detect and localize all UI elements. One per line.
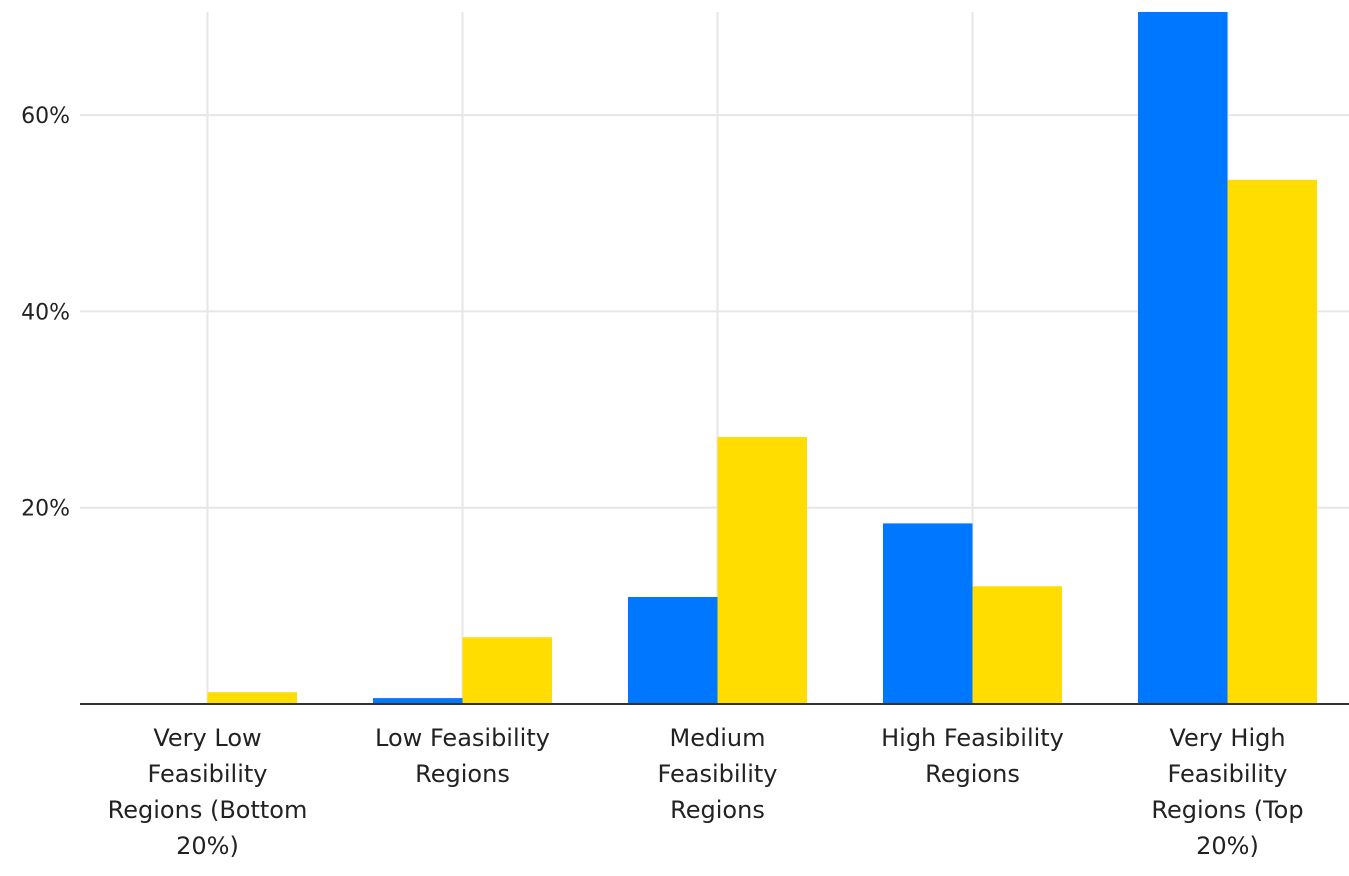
category-label-line: 20%) bbox=[1196, 832, 1259, 860]
category-label: Medium Feasibility Regions bbox=[658, 724, 778, 824]
bar-series-2 bbox=[972, 586, 1062, 704]
bar-series-2 bbox=[207, 692, 297, 704]
category-label-line: Low Feasibility bbox=[375, 724, 550, 752]
y-tick-labels: 20% 40% 60% bbox=[21, 104, 70, 522]
category-label-line: Very Low bbox=[153, 724, 261, 752]
category-label: Very Low Feasibility Regions (Bottom 20%) bbox=[108, 724, 308, 860]
category-label-line: Medium bbox=[670, 724, 766, 752]
category-label-line: Regions bbox=[415, 760, 510, 788]
bar-series-2 bbox=[1227, 179, 1317, 704]
bar-series-2 bbox=[462, 637, 552, 704]
category-label-line: Feasibility bbox=[148, 760, 268, 788]
bar-series-2 bbox=[717, 437, 807, 704]
y-tick-label: 40% bbox=[21, 300, 70, 325]
bar-series-1 bbox=[628, 597, 718, 704]
category-labels: Very Low Feasibility Regions (Bottom 20%) Lo… bbox=[108, 724, 1304, 860]
category-label-line: Regions bbox=[670, 796, 765, 824]
category-label-line: Regions (Top bbox=[1151, 796, 1303, 824]
category-label-line: High Feasibility bbox=[881, 724, 1064, 752]
category-label-line: Very High bbox=[1169, 724, 1285, 752]
bar-series-1 bbox=[883, 523, 973, 704]
y-tick-label: 60% bbox=[21, 104, 70, 129]
bars bbox=[207, 12, 1317, 704]
category-label-line: Regions bbox=[925, 760, 1020, 788]
bar-series-1 bbox=[1138, 12, 1228, 704]
category-label: Very High Feasibility Regions (Top 20%) bbox=[1151, 724, 1303, 860]
category-label-line: 20%) bbox=[176, 832, 239, 860]
category-label: High Feasibility Regions bbox=[881, 724, 1064, 788]
category-label-line: Feasibility bbox=[1168, 760, 1288, 788]
horizontal-gridlines bbox=[80, 114, 1349, 509]
category-label-line: Regions (Bottom bbox=[108, 796, 308, 824]
bar-series-1 bbox=[373, 698, 463, 704]
category-label-line: Feasibility bbox=[658, 760, 778, 788]
y-tick-label: 20% bbox=[21, 497, 70, 522]
category-label: Low Feasibility Regions bbox=[375, 724, 550, 788]
